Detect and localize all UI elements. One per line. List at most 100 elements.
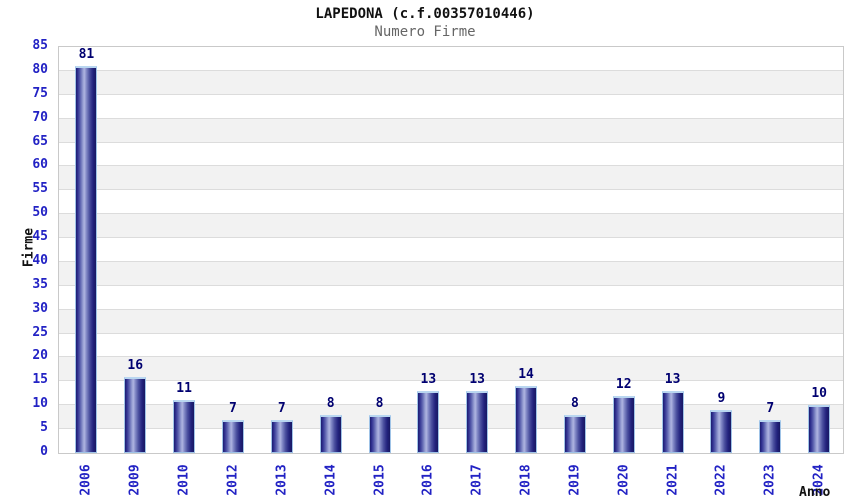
gridline xyxy=(59,284,843,286)
bar-value-label: 7 xyxy=(277,400,286,416)
y-tick-label: 20 xyxy=(32,348,48,364)
y-tick-label: 35 xyxy=(32,276,48,292)
bar xyxy=(612,395,635,453)
y-tick-label: 85 xyxy=(32,38,48,53)
gridline xyxy=(59,428,843,430)
bar xyxy=(759,419,782,453)
bar xyxy=(75,66,98,453)
plot-band xyxy=(59,405,843,430)
plot-band xyxy=(59,190,843,215)
x-tick-label: 2022 xyxy=(713,464,729,496)
x-tick-label: 2009 xyxy=(127,464,143,496)
x-tick-label: 2010 xyxy=(176,464,192,496)
gridline xyxy=(59,332,843,334)
bar xyxy=(563,414,586,453)
plot-band xyxy=(59,309,843,334)
bar xyxy=(515,386,538,453)
x-tick-label: 2018 xyxy=(518,464,534,496)
plot-band xyxy=(59,261,843,286)
chart-title: LAPEDONA (c.f.00357010446) xyxy=(315,6,535,22)
gridline xyxy=(59,308,843,310)
bar-value-label: 13 xyxy=(469,371,486,387)
gridline xyxy=(59,260,843,262)
y-tick-label: 65 xyxy=(32,133,48,149)
gridline xyxy=(59,189,843,191)
bar xyxy=(319,414,342,453)
plot-band xyxy=(59,214,843,239)
x-tick-label: 2015 xyxy=(372,464,387,496)
plot-band xyxy=(59,238,843,262)
bar-value-label: 16 xyxy=(127,357,144,373)
bar-value-label: 7 xyxy=(766,400,775,416)
gridline xyxy=(59,213,843,215)
chart-subtitle: Numero Firme xyxy=(374,24,476,40)
x-tick-label: 2023 xyxy=(762,464,778,496)
y-tick-label: 15 xyxy=(32,372,48,388)
bar-value-label: 9 xyxy=(717,391,726,407)
x-tick-label: 2012 xyxy=(225,464,241,496)
y-tick-label: 75 xyxy=(32,85,48,101)
y-tick-label: 10 xyxy=(32,396,48,412)
bar xyxy=(417,390,440,453)
y-tick-label: 30 xyxy=(32,300,48,316)
bar xyxy=(808,405,831,453)
plot-band xyxy=(59,333,843,358)
x-tick-label: 2017 xyxy=(469,464,485,496)
y-tick-label: 5 xyxy=(40,420,48,436)
y-tick-label: 50 xyxy=(32,205,48,221)
bar-value-label: 8 xyxy=(326,395,335,411)
x-tick-label: 2014 xyxy=(323,464,339,496)
y-tick-label: 80 xyxy=(32,61,48,77)
bar xyxy=(368,414,391,453)
bar xyxy=(221,419,244,453)
plot-band xyxy=(59,381,843,406)
y-tick-label: 55 xyxy=(32,181,48,197)
bar-value-label: 12 xyxy=(615,376,632,392)
x-tick-label: 2020 xyxy=(616,464,632,496)
bar-value-label: 14 xyxy=(518,367,534,383)
plot-band xyxy=(59,166,843,191)
gridline xyxy=(59,165,843,167)
plot-band xyxy=(59,70,843,95)
bar xyxy=(173,400,196,453)
bar xyxy=(124,376,147,453)
x-axis-title: Anno xyxy=(799,485,831,500)
gridline xyxy=(59,117,843,119)
bar-value-label: 81 xyxy=(78,47,95,63)
y-tick-label: 45 xyxy=(32,229,48,245)
y-tick-label: 70 xyxy=(32,109,48,125)
y-tick-label: 25 xyxy=(32,324,48,340)
bar-value-label: 13 xyxy=(420,371,437,387)
plot-band xyxy=(59,357,843,382)
x-tick-label: 2021 xyxy=(665,464,681,496)
bar-value-label: 13 xyxy=(664,371,681,387)
gridline xyxy=(59,69,843,71)
plot-band xyxy=(59,429,843,453)
bar xyxy=(466,390,489,453)
bar xyxy=(270,419,293,453)
y-tick-label: 40 xyxy=(32,252,48,268)
plot-band xyxy=(59,47,843,71)
bar-value-label: 11 xyxy=(176,381,192,397)
bar-value-label: 7 xyxy=(229,400,237,416)
bar xyxy=(710,410,733,453)
gridline xyxy=(59,356,843,358)
x-tick-label: 2019 xyxy=(567,464,583,496)
gridline xyxy=(59,380,843,382)
plot-band xyxy=(59,94,843,119)
bar-value-label: 8 xyxy=(375,395,384,411)
plot-band xyxy=(59,285,843,310)
gridline xyxy=(59,237,843,239)
gridline xyxy=(59,404,843,406)
bar-value-label: 10 xyxy=(811,386,827,402)
plot-band xyxy=(59,118,843,143)
y-tick-label: 0 xyxy=(40,444,48,459)
plot-band xyxy=(59,142,843,167)
y-tick-label: 60 xyxy=(32,157,48,173)
gridline xyxy=(59,141,843,143)
x-tick-label: 2006 xyxy=(78,464,94,496)
bar xyxy=(661,390,684,453)
x-tick-label: 2013 xyxy=(274,464,290,496)
gridline xyxy=(59,93,843,95)
